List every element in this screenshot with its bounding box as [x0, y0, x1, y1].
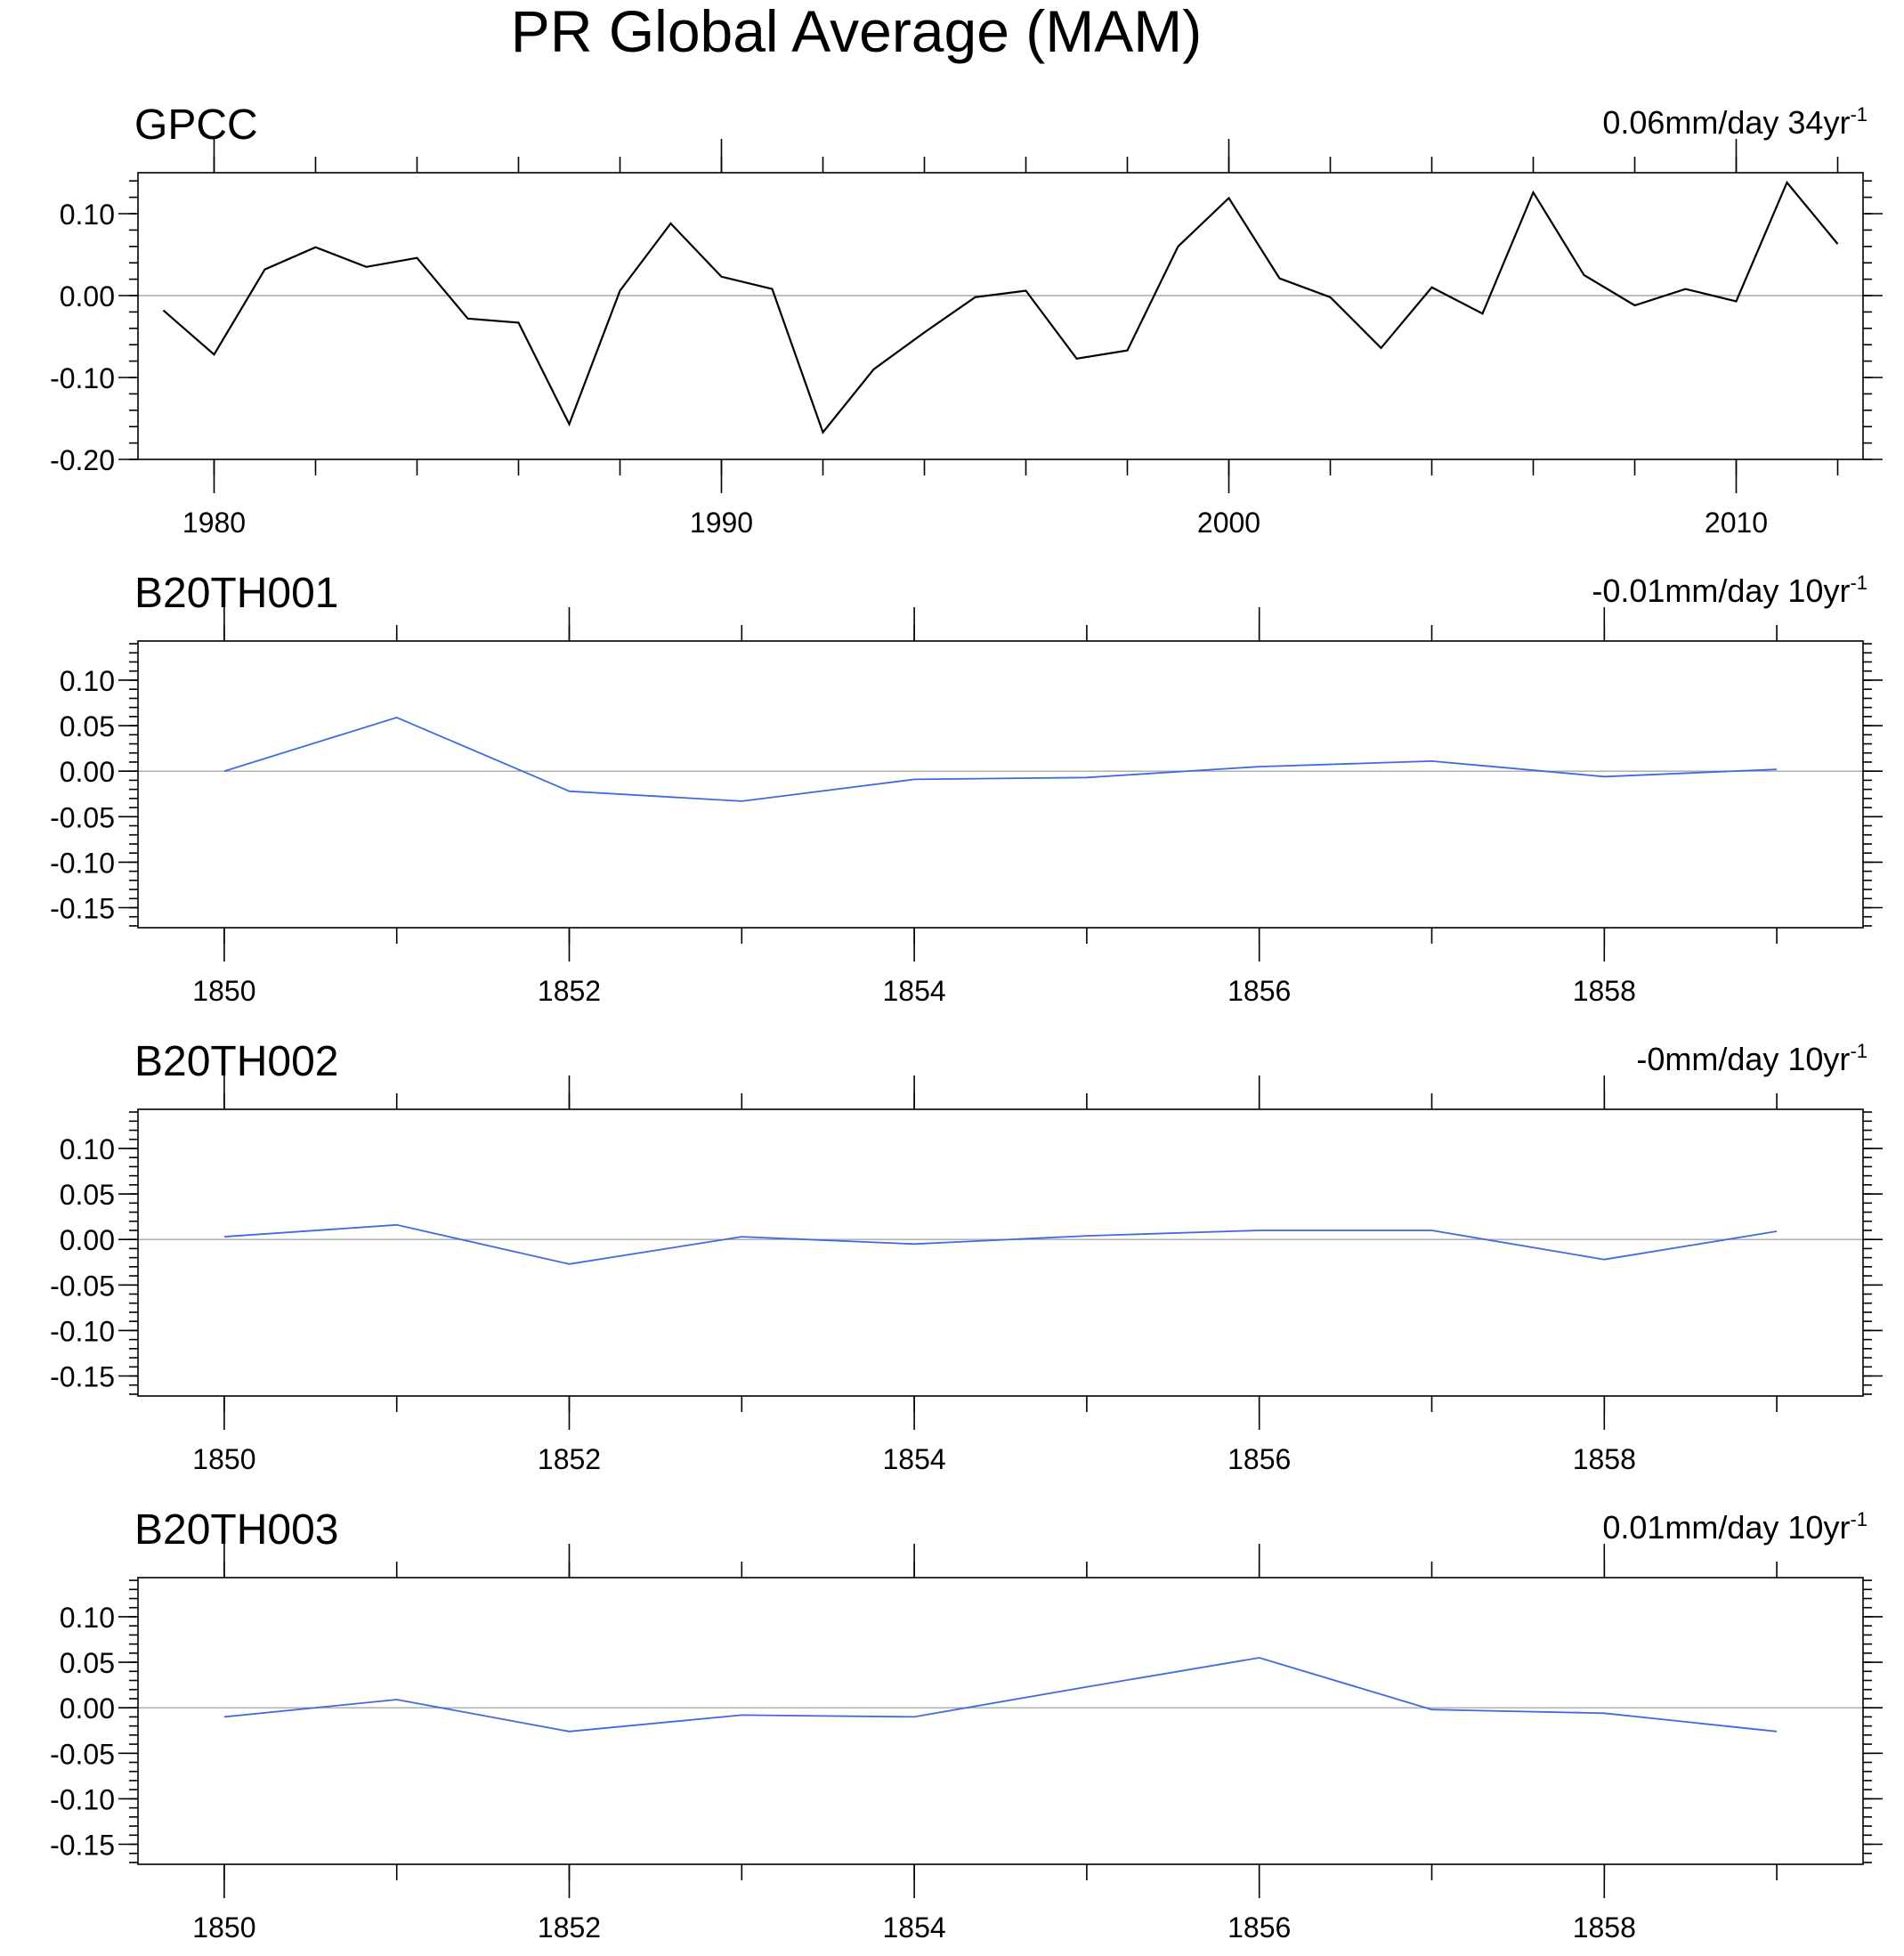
y-tick-label: 0.05: [60, 710, 115, 743]
plot-frame: [137, 1577, 1864, 1865]
chart-panel-1: GPCC 0.06mm/day 34yr-1 0.10 0.00 -0.10 -0.20 1…: [50, 101, 1883, 539]
panel-title: B20TH001: [134, 570, 338, 617]
series-line-1: [223, 716, 1778, 802]
series-line-1: [162, 180, 1839, 434]
y-tick-label: -0.15: [50, 1830, 115, 1862]
y-tick-label: -0.05: [50, 1738, 115, 1770]
y-tick-label: -0.10: [50, 1783, 115, 1815]
trend-label: -0.01mm/day 10yr-1: [1592, 572, 1868, 609]
x-tick-label: 1852: [538, 1443, 601, 1475]
chart-panel-3: B20TH002 -0mm/day 10yr-1 0.10 0.05 0.00 -0.05…: [50, 1038, 1883, 1475]
chart-panel-4: B20TH003 0.01mm/day 10yr-1 0.10 0.05 0.00 -0.…: [50, 1506, 1883, 1944]
y-tick-label: 0.00: [60, 1224, 115, 1256]
x-tick-label: 1980: [182, 507, 246, 539]
y-tick-label: 0.00: [60, 756, 115, 788]
y-tick-label: -0.10: [50, 1315, 115, 1347]
x-tick-label: 2000: [1197, 507, 1260, 539]
series-line-1: [223, 1657, 1778, 1733]
x-tick-label: 1990: [690, 507, 753, 539]
x-tick-label: 1854: [883, 1911, 946, 1944]
panel-title: B20TH003: [134, 1506, 338, 1554]
panel-title: B20TH002: [134, 1038, 338, 1085]
x-tick-label: 1858: [1573, 1443, 1636, 1475]
y-tick-label: 0.10: [60, 199, 115, 231]
trend-text: 0.01mm/day 10yr: [1602, 1509, 1850, 1546]
x-tick-label: 1852: [538, 1911, 601, 1944]
series-line-1: [223, 1223, 1778, 1265]
x-tick-label: 1854: [883, 1443, 946, 1475]
figure-title: PR Global Average (MAM): [511, 0, 1202, 64]
y-tick-label: 0.00: [60, 280, 115, 312]
y-tick-label: 0.10: [60, 1133, 115, 1165]
y-tick-label: -0.20: [50, 444, 115, 476]
trend-exponent: -1: [1850, 1508, 1868, 1530]
y-tick-label: -0.15: [50, 1361, 115, 1393]
chart-panel-2: B20TH001 -0.01mm/day 10yr-1 0.10 0.05 0.00 -0…: [50, 570, 1883, 1007]
y-tick-label: 0.10: [60, 1602, 115, 1634]
y-tick-label: 0.00: [60, 1692, 115, 1725]
trend-label: 0.06mm/day 34yr-1: [1602, 103, 1868, 141]
y-tick-label: 0.10: [60, 665, 115, 697]
y-tick-label: -0.05: [50, 801, 115, 833]
x-tick-label: 1854: [883, 975, 946, 1007]
x-tick-label: 1858: [1573, 975, 1636, 1007]
x-tick-label: 1850: [192, 1911, 255, 1944]
trend-exponent: -1: [1850, 103, 1868, 126]
y-tick-label: -0.05: [50, 1270, 115, 1302]
plot-frame: [137, 1108, 1864, 1397]
x-tick-label: 1852: [538, 975, 601, 1007]
x-tick-label: 1856: [1227, 975, 1291, 1007]
x-tick-label: 2010: [1705, 507, 1768, 539]
panel-title: GPCC: [134, 101, 258, 149]
trend-label: -0mm/day 10yr-1: [1636, 1040, 1868, 1077]
trend-exponent: -1: [1850, 572, 1868, 594]
trend-text: -0.01mm/day 10yr: [1592, 572, 1850, 609]
y-tick-label: -0.10: [50, 847, 115, 879]
y-tick-label: 0.05: [60, 1179, 115, 1211]
trend-text: 0.06mm/day 34yr: [1602, 104, 1850, 141]
x-tick-label: 1858: [1573, 1911, 1636, 1944]
y-tick-label: 0.05: [60, 1647, 115, 1679]
y-tick-label: -0.10: [50, 362, 115, 394]
x-tick-label: 1850: [192, 975, 255, 1007]
x-tick-label: 1856: [1227, 1911, 1291, 1944]
plot-frame: [137, 640, 1864, 929]
x-tick-label: 1850: [192, 1443, 255, 1475]
plot-frame: [137, 172, 1864, 460]
trend-label: 0.01mm/day 10yr-1: [1602, 1508, 1868, 1546]
trend-text: -0mm/day 10yr: [1636, 1041, 1850, 1077]
y-tick-label: -0.15: [50, 893, 115, 925]
x-tick-label: 1856: [1227, 1443, 1291, 1475]
trend-exponent: -1: [1850, 1040, 1868, 1062]
